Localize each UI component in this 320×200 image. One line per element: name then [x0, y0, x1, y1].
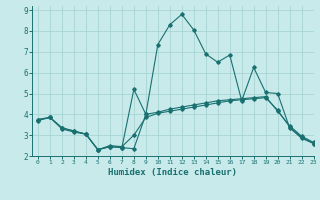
- X-axis label: Humidex (Indice chaleur): Humidex (Indice chaleur): [108, 168, 237, 177]
